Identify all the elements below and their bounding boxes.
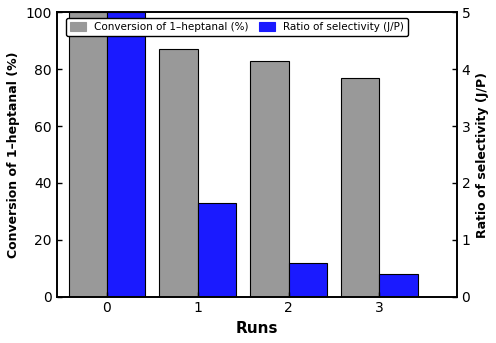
- Bar: [160, 49, 197, 297]
- Bar: [341, 78, 379, 297]
- Y-axis label: Conversion of 1–heptanal (%): Conversion of 1–heptanal (%): [7, 51, 20, 258]
- Bar: [289, 262, 327, 297]
- Bar: [107, 12, 145, 297]
- Y-axis label: Ratio of selectivity (J/P): Ratio of selectivity (J/P): [476, 72, 489, 238]
- Bar: [68, 12, 107, 297]
- X-axis label: Runs: Runs: [236, 321, 278, 336]
- Bar: [379, 274, 418, 297]
- Bar: [250, 61, 289, 297]
- Bar: [197, 203, 236, 297]
- Legend: Conversion of 1–heptanal (%), Ratio of selectivity (J/P): Conversion of 1–heptanal (%), Ratio of s…: [66, 17, 408, 36]
